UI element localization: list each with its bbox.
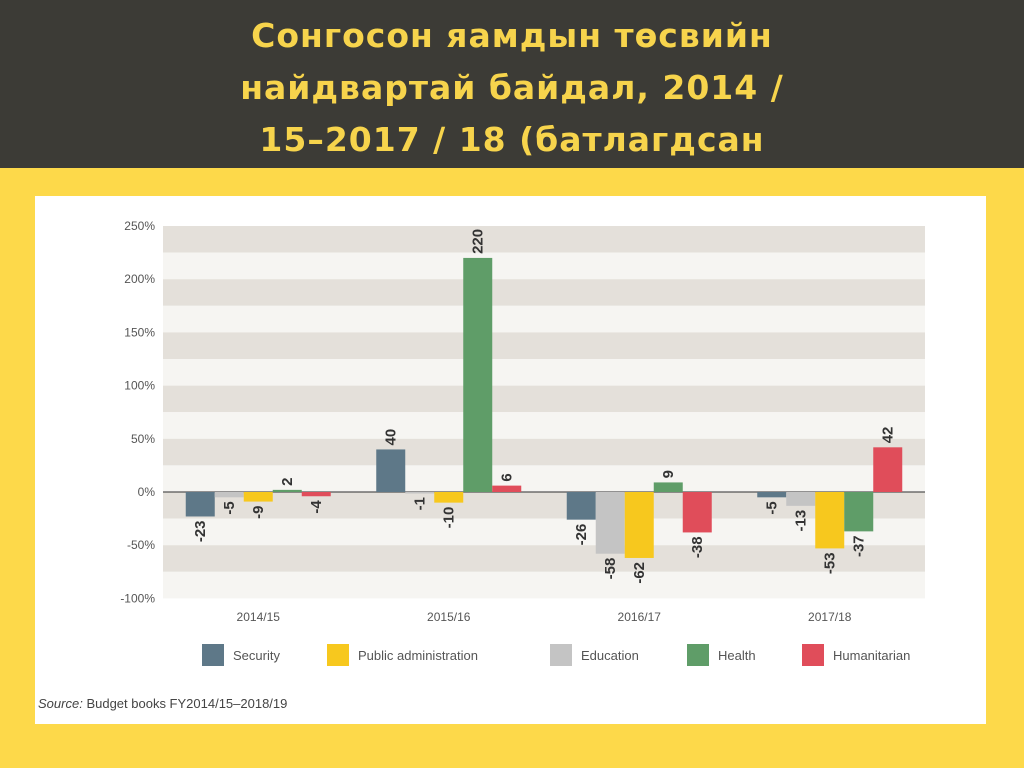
grid-band bbox=[163, 518, 925, 546]
x-tick-label: 2016/17 bbox=[618, 610, 662, 624]
bar bbox=[243, 492, 273, 502]
chart-panel: 250% 200% 150% 100% 50% 0% -50% -100% -23 -5 -9 2 -4… bbox=[35, 196, 986, 724]
bar bbox=[434, 492, 464, 503]
data-label: 42 bbox=[880, 427, 897, 444]
grid-band bbox=[163, 385, 925, 413]
bar bbox=[566, 492, 596, 520]
grid-band bbox=[163, 332, 925, 359]
title-line-3: 15–2017 / 18 (батлагдсан bbox=[259, 120, 765, 159]
y-tick-label: 100% bbox=[124, 379, 155, 393]
data-label: -13 bbox=[793, 510, 810, 532]
grid-band bbox=[163, 545, 925, 572]
legend-label: Public administration bbox=[358, 648, 478, 663]
title-line-1: Сонгосон яамдын төсвийн bbox=[251, 16, 773, 55]
legend-swatch bbox=[327, 644, 349, 666]
grid-band bbox=[163, 305, 925, 333]
bar bbox=[786, 492, 816, 506]
y-tick-label: 150% bbox=[124, 325, 155, 339]
data-label: 9 bbox=[660, 470, 677, 478]
bar bbox=[653, 482, 683, 492]
y-tick-label: 50% bbox=[131, 432, 155, 446]
grid-band bbox=[163, 412, 925, 439]
y-tick-label: -100% bbox=[120, 591, 155, 605]
y-tick-label: -50% bbox=[127, 538, 155, 552]
data-label: -23 bbox=[192, 520, 209, 542]
x-tick-label: 2014/15 bbox=[237, 610, 281, 624]
grid-band bbox=[163, 359, 925, 386]
bar bbox=[844, 492, 874, 532]
bar bbox=[624, 492, 654, 558]
bar bbox=[214, 492, 244, 498]
x-tick-label: 2017/18 bbox=[808, 610, 852, 624]
data-label: -38 bbox=[689, 536, 706, 558]
data-label: -4 bbox=[308, 500, 325, 514]
data-label: -5 bbox=[221, 501, 238, 514]
y-tick-label: 250% bbox=[124, 219, 155, 233]
data-label: -53 bbox=[822, 552, 839, 574]
data-label: -62 bbox=[631, 562, 648, 584]
legend-swatch bbox=[687, 644, 709, 666]
data-label: -10 bbox=[441, 507, 458, 529]
x-tick-label: 2015/16 bbox=[427, 610, 471, 624]
grid-band bbox=[163, 465, 925, 492]
legend-label: Education bbox=[581, 648, 639, 663]
legend-swatch bbox=[202, 644, 224, 666]
bar bbox=[757, 492, 787, 498]
grid-band bbox=[163, 252, 925, 280]
data-label: 2 bbox=[279, 478, 296, 486]
bar-chart: 250% 200% 150% 100% 50% 0% -50% -100% -23 -5 -9 2 -4… bbox=[120, 219, 925, 666]
data-label: -9 bbox=[250, 506, 267, 519]
data-label: -1 bbox=[412, 497, 429, 510]
bar bbox=[815, 492, 845, 549]
legend-label: Health bbox=[718, 648, 756, 663]
bar bbox=[682, 492, 712, 533]
data-label: -26 bbox=[573, 524, 590, 546]
bar bbox=[185, 492, 215, 517]
bar bbox=[376, 449, 406, 492]
data-label: -58 bbox=[602, 558, 619, 580]
bar bbox=[492, 485, 522, 492]
slide-title: Сонгосон яамдын төсвийн найдвартай байда… bbox=[150, 10, 874, 166]
legend-label: Humanitarian bbox=[833, 648, 910, 663]
y-tick-label: 200% bbox=[124, 272, 155, 286]
legend-swatch bbox=[550, 644, 572, 666]
source-note: Source: Budget books FY2014/15–2018/19 bbox=[38, 696, 287, 711]
bar bbox=[301, 492, 331, 497]
data-label: -37 bbox=[851, 535, 868, 557]
grid-band bbox=[163, 279, 925, 306]
bar bbox=[463, 257, 493, 492]
bar bbox=[873, 447, 903, 492]
data-label: 6 bbox=[499, 473, 516, 481]
y-tick-label: 0% bbox=[138, 485, 156, 499]
bar bbox=[405, 492, 435, 494]
bar bbox=[272, 489, 302, 492]
legend-swatch bbox=[802, 644, 824, 666]
data-label: -5 bbox=[764, 501, 781, 514]
source-text: Budget books FY2014/15–2018/19 bbox=[86, 696, 288, 711]
bar bbox=[595, 492, 625, 554]
grid-band bbox=[163, 226, 925, 253]
title-line-2: найдвартай байдал, 2014 / bbox=[240, 68, 784, 107]
title-band: Сонгосон яамдын төсвийн найдвартай байда… bbox=[0, 0, 1024, 168]
grid-band bbox=[163, 571, 925, 599]
grid-band bbox=[163, 438, 925, 466]
data-label: 40 bbox=[383, 429, 400, 446]
legend-label: Security bbox=[233, 648, 280, 663]
source-label: Source: bbox=[38, 696, 83, 711]
data-label: 220 bbox=[470, 229, 487, 254]
